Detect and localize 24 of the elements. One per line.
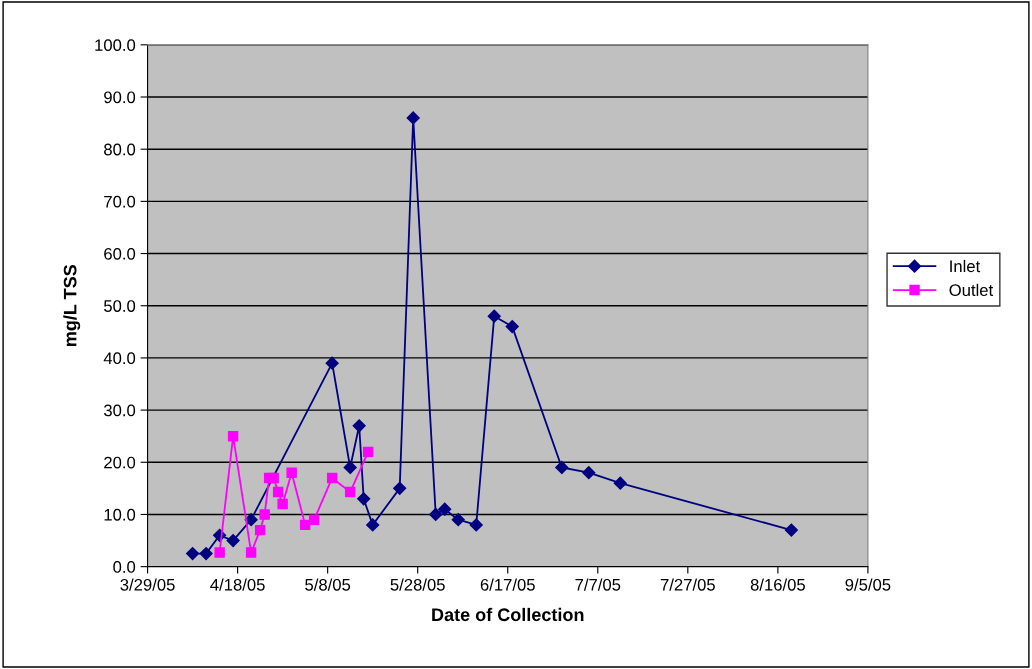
x-tick-label: 6/17/05 — [480, 578, 535, 591]
y-tick-label: 60.0 — [104, 247, 136, 260]
y-tick-label: 100.0 — [95, 39, 136, 52]
x-tick-label: 7/7/05 — [575, 578, 621, 591]
legend-label: Outlet — [949, 283, 994, 297]
y-tick-label: 0.0 — [113, 561, 136, 573]
x-tick-label: 8/16/05 — [750, 578, 805, 591]
x-axis-title: Date of Collection — [432, 607, 584, 622]
x-tick-label: 3/29/05 — [120, 578, 175, 591]
x-tick-label: 9/5/05 — [845, 578, 891, 591]
y-tick-label: 70.0 — [104, 195, 136, 208]
legend-label: Inlet — [950, 259, 981, 273]
x-tick-label: 7/27/05 — [660, 578, 715, 591]
y-tick-label: 50.0 — [104, 300, 136, 312]
x-tick-label: 5/28/05 — [390, 578, 445, 591]
y-axis-title: mg/L TSS — [63, 264, 81, 347]
y-tick-label: 30.0 — [103, 404, 136, 417]
y-tick-label: 90.0 — [104, 91, 136, 104]
y-tick-label: 10.0 — [104, 508, 136, 521]
x-tick-label: 5/8/05 — [305, 578, 351, 591]
y-tick-label: 20.0 — [104, 456, 136, 469]
y-tick-label: 40.0 — [103, 352, 136, 365]
y-tick-label: 80.0 — [104, 143, 136, 156]
x-tick-label: 4/18/05 — [210, 578, 265, 591]
